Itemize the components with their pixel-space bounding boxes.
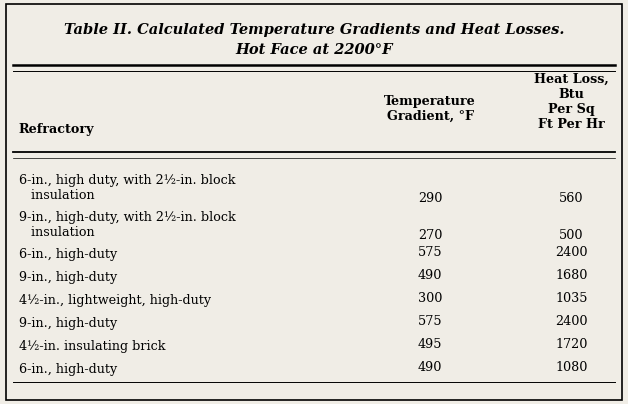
Text: 1680: 1680: [555, 269, 588, 282]
Text: Temperature
Gradient, °F: Temperature Gradient, °F: [384, 95, 476, 123]
Text: 490: 490: [418, 269, 442, 282]
Text: Refractory: Refractory: [19, 123, 94, 136]
Text: 6-in., high duty, with 2½-in. block
   insulation: 6-in., high duty, with 2½-in. block insu…: [19, 174, 236, 202]
Text: 1080: 1080: [555, 361, 588, 374]
Text: 6-in., high-duty: 6-in., high-duty: [19, 248, 117, 261]
Text: 560: 560: [559, 192, 584, 205]
Text: 300: 300: [418, 292, 442, 305]
Text: 270: 270: [418, 229, 442, 242]
Text: Hot Face at 2200°F: Hot Face at 2200°F: [236, 44, 392, 57]
Text: 495: 495: [418, 338, 443, 351]
Text: 500: 500: [559, 229, 584, 242]
Text: 9-in., high-duty: 9-in., high-duty: [19, 271, 117, 284]
Text: 2400: 2400: [555, 315, 588, 328]
Text: 4½-in., lightweight, high-duty: 4½-in., lightweight, high-duty: [19, 294, 211, 307]
Text: Heat Loss,
Btu
Per Sq
Ft Per Hr: Heat Loss, Btu Per Sq Ft Per Hr: [534, 73, 609, 131]
Text: 575: 575: [418, 315, 443, 328]
Text: 9-in., high-duty, with 2½-in. block
   insulation: 9-in., high-duty, with 2½-in. block insu…: [19, 211, 236, 239]
Text: Table II. Calculated Temperature Gradients and Heat Losses.: Table II. Calculated Temperature Gradien…: [64, 23, 564, 37]
Text: 1035: 1035: [555, 292, 588, 305]
Text: 490: 490: [418, 361, 442, 374]
Text: 2400: 2400: [555, 246, 588, 259]
Text: 290: 290: [418, 192, 442, 205]
Text: 1720: 1720: [555, 338, 588, 351]
Text: 6-in., high-duty: 6-in., high-duty: [19, 363, 117, 376]
Text: 575: 575: [418, 246, 443, 259]
Text: 4½-in. insulating brick: 4½-in. insulating brick: [19, 340, 165, 353]
Text: 9-in., high-duty: 9-in., high-duty: [19, 317, 117, 330]
